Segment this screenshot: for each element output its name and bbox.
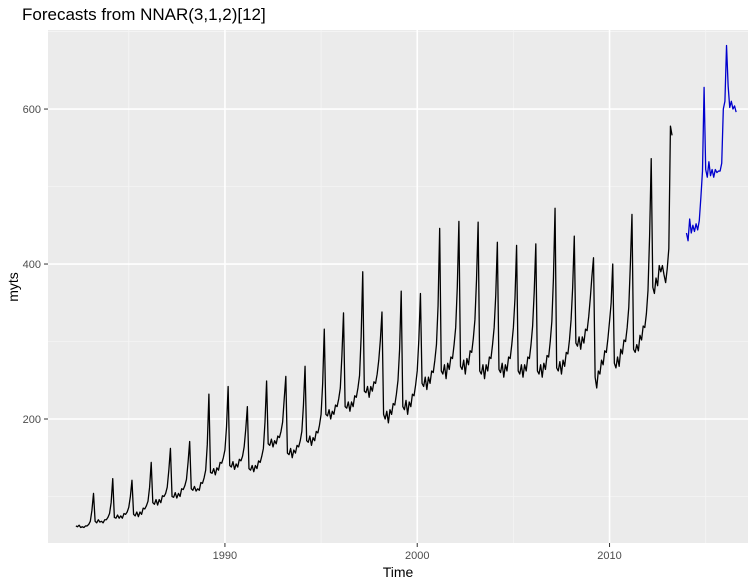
- x-axis: 1990 2000 2010: [213, 543, 622, 562]
- x-axis-title: Time: [383, 564, 414, 580]
- x-tick-label: 2000: [405, 550, 429, 562]
- x-tick-label: 2010: [597, 550, 621, 562]
- forecast-series-line: [685, 44, 737, 242]
- y-axis: 200 400 600: [23, 104, 48, 426]
- x-tick-label: 1990: [213, 550, 237, 562]
- grid-major-lines: [48, 30, 748, 543]
- chart-title: Forecasts from NNAR(3,1,2)[12]: [22, 5, 266, 24]
- history-series-line: [75, 125, 673, 529]
- y-tick-label: 200: [23, 414, 41, 426]
- y-axis-title: myts: [5, 272, 21, 302]
- plot-panel: [48, 30, 748, 543]
- y-tick-label: 600: [23, 104, 41, 116]
- y-tick-label: 400: [23, 259, 41, 271]
